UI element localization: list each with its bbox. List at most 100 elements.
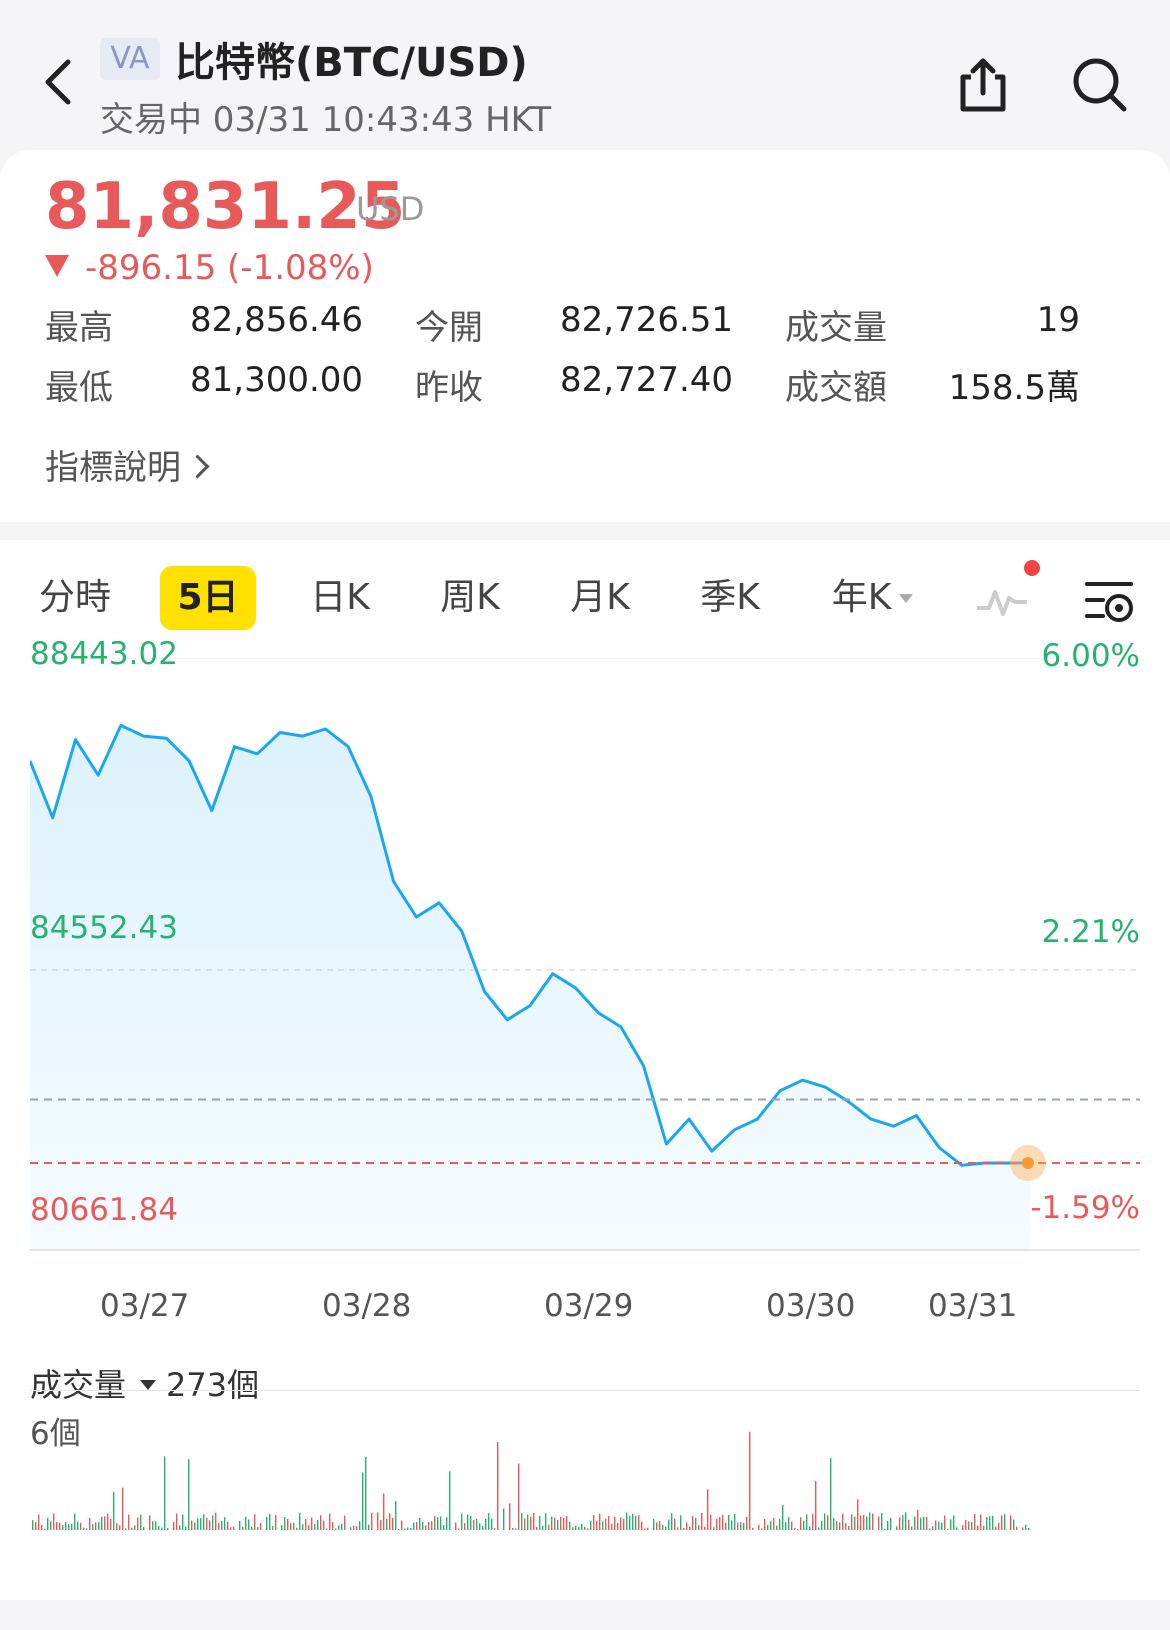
volume-bar	[656, 1522, 658, 1530]
back-button[interactable]	[40, 52, 80, 112]
volume-bar	[764, 1519, 766, 1530]
volume-bar	[74, 1513, 76, 1530]
app-header: VA 比特幣(BTC/USD) 交易中 03/31 10:43:43 HKT	[0, 0, 1170, 150]
y-axis-top-label: 88443.02	[30, 636, 178, 672]
volume-bar	[194, 1522, 196, 1530]
volume-bar	[356, 1526, 358, 1530]
share-button[interactable]	[955, 55, 1011, 115]
volume-bar	[341, 1523, 343, 1530]
search-button[interactable]	[1070, 55, 1130, 115]
tab-yearly-k[interactable]: 年K	[815, 566, 930, 630]
volume-bar	[1013, 1519, 1015, 1530]
volume-bar	[821, 1520, 823, 1530]
volume-bar	[599, 1513, 601, 1530]
volume-bar	[869, 1512, 871, 1530]
tab-quarterly-k[interactable]: 季K	[700, 577, 760, 618]
chart-settings-button[interactable]	[1085, 578, 1135, 624]
chevron-right-icon	[185, 454, 210, 479]
volume-bar	[986, 1517, 988, 1530]
volume-bar	[920, 1517, 922, 1530]
volume-bar	[872, 1513, 874, 1530]
volume-bar	[584, 1526, 586, 1530]
x-axis-label: 03/31	[928, 1288, 1018, 1324]
volume-bar	[296, 1527, 298, 1530]
volume-bar	[380, 1519, 382, 1530]
volume-label: 成交量	[30, 1366, 127, 1404]
volume-bar	[68, 1524, 70, 1530]
volume-bar	[224, 1517, 226, 1530]
volume-bar	[974, 1513, 976, 1530]
tab-weekly-k[interactable]: 周K	[440, 577, 500, 618]
volume-bar	[614, 1516, 616, 1530]
volume-bar	[47, 1518, 49, 1530]
price-line-chart[interactable]	[30, 658, 1140, 1282]
volume-bar	[512, 1527, 514, 1530]
volume-bar	[386, 1518, 388, 1530]
volume-max-label: 6個	[30, 1416, 81, 1452]
volume-bar	[50, 1521, 52, 1530]
volume-bar	[680, 1515, 682, 1530]
volume-bar	[299, 1512, 301, 1530]
volume-bar	[83, 1527, 85, 1530]
volume-bar	[983, 1525, 985, 1530]
volume-bar	[911, 1526, 913, 1530]
volume-bar	[41, 1524, 43, 1530]
price-change-text: -896.15 (-1.08%)	[85, 248, 374, 288]
volume-bar	[665, 1526, 667, 1530]
volume-bar	[944, 1515, 946, 1530]
volume-bar	[761, 1528, 763, 1530]
caret-down-icon	[899, 594, 914, 603]
volume-bar	[683, 1527, 685, 1530]
volume-bar	[197, 1518, 199, 1530]
volume-bar	[107, 1513, 109, 1530]
volume-bar	[182, 1514, 184, 1530]
volume-bar	[692, 1515, 694, 1530]
volume-bar	[326, 1528, 328, 1530]
indicator-button[interactable]	[975, 578, 1029, 618]
volume-bar	[155, 1521, 157, 1530]
volume-bar	[413, 1522, 415, 1530]
volume-bar	[536, 1526, 538, 1530]
volume-bar	[128, 1514, 130, 1530]
volume-bar	[350, 1527, 352, 1530]
volume-bar	[116, 1523, 118, 1530]
tab-intraday[interactable]: 分時	[38, 577, 111, 618]
indicator-explanation-link[interactable]: 指標說明	[45, 440, 210, 489]
volume-bar	[428, 1521, 430, 1530]
stat-value-open: 82,726.51	[560, 300, 734, 340]
volume-bar	[266, 1516, 268, 1530]
pct-axis-bottom-label: -1.59%	[1030, 1190, 1140, 1226]
volume-bar	[971, 1521, 973, 1530]
volume-bar	[806, 1514, 808, 1530]
volume-bar	[344, 1515, 346, 1530]
volume-bar	[323, 1520, 325, 1530]
tab-monthly-k[interactable]: 月K	[570, 577, 630, 618]
volume-bar	[473, 1519, 475, 1530]
volume-bar	[782, 1504, 784, 1530]
volume-bar	[701, 1512, 703, 1530]
tab-5-day[interactable]: 5日	[160, 566, 256, 630]
volume-bar	[581, 1523, 583, 1530]
volume-bar	[389, 1513, 391, 1530]
volume-bar	[749, 1431, 751, 1530]
quote-card: 81,831.25 USD -896.15 (-1.08%) 最高 82,856…	[0, 150, 1170, 522]
volume-bar	[368, 1524, 370, 1530]
x-axis-label: 03/28	[322, 1288, 412, 1324]
volume-bar	[848, 1525, 850, 1530]
volume-bar	[62, 1525, 64, 1530]
volume-bar	[494, 1528, 496, 1530]
volume-bar	[548, 1524, 550, 1530]
volume-bar	[890, 1517, 892, 1530]
volume-bar	[422, 1521, 424, 1530]
volume-bar	[248, 1519, 250, 1530]
volume-bar	[521, 1513, 523, 1530]
volume-bar	[770, 1521, 772, 1530]
volume-bar	[935, 1520, 937, 1530]
volume-indicator-selector[interactable]: 成交量 273個	[30, 1360, 259, 1406]
volume-bar	[635, 1515, 637, 1530]
volume-bar	[827, 1515, 829, 1530]
volume-bar	[191, 1520, 193, 1530]
tab-daily-k[interactable]: 日K	[310, 577, 370, 618]
volume-bar	[917, 1509, 919, 1530]
volume-bar	[740, 1522, 742, 1530]
